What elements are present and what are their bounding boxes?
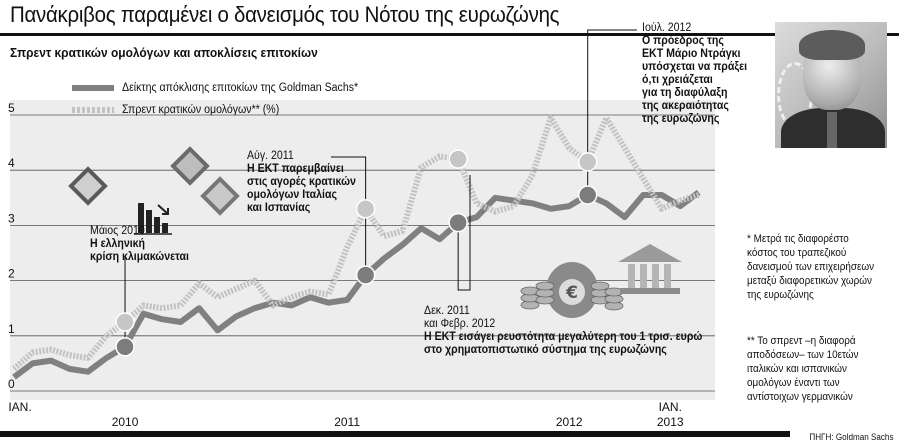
annotation-text: της ακεραιότητας	[642, 100, 729, 112]
legend-swatch-solid	[72, 85, 114, 91]
annotation-date: Ιούλ. 2012	[642, 22, 692, 34]
footnote-line: αποδόσεων– των 10ετών	[747, 349, 859, 361]
footnote-line: ιταλικών και ισπανικών	[747, 363, 847, 375]
y-tick-label: 1	[8, 322, 15, 336]
legend-label-spread: Σπρεντ κρατικών ομολόγων** (%)	[122, 104, 280, 116]
annotation-text: ΕΚΤ Μάριο Ντράγκι	[642, 48, 741, 60]
bank-base-icon	[620, 288, 680, 294]
leader-dec-2011	[457, 175, 471, 291]
event-marker	[448, 212, 468, 233]
footnote-line: δανεισμού των επιχειρήσεων	[747, 261, 875, 273]
x-tick-label: ΙΑΝ.	[8, 400, 31, 414]
event-marker	[577, 152, 598, 172]
annotation-jul-2012: Ιούλ. 2012 Ο πρόεδρος της ΕΚΤ Μάριο Ντρά…	[642, 22, 747, 126]
y-tick-label: 4	[8, 156, 15, 170]
source-credit: ΠΗΓΗ: Goldman Sachs	[808, 432, 893, 442]
annotation-text: Η ΕΚΤ παρεμβαίνει	[247, 163, 344, 175]
bank-roof-icon	[618, 244, 682, 262]
euro-coin-icon	[559, 279, 585, 305]
photo-hair	[799, 30, 865, 60]
footnote-line: ** Το σπρεντ –η διαφορά	[747, 335, 856, 347]
coin-stack-icon	[535, 281, 555, 291]
chart-title: Πανάκριβος παραμένει ο δανεισμός του Νότ…	[10, 2, 560, 27]
x-tick-label: 2010	[112, 415, 139, 429]
event-marker	[448, 149, 468, 169]
leader-aug-2011	[331, 156, 367, 276]
bank-column-icon	[664, 264, 671, 288]
annotation-text: Η ελληνική	[90, 238, 146, 250]
x-tick-label: 2011	[334, 415, 360, 429]
footnote-1: * Μετρά τις διαφορέστο κόστος του τραπεζ…	[747, 232, 874, 302]
event-marker	[115, 337, 135, 357]
bottom-rule	[0, 431, 790, 437]
chart-subtitle: Σπρεντ κρατικών ομολόγων και αποκλίσεις …	[10, 45, 318, 60]
title-rule	[0, 33, 899, 36]
annotation-text: Η ΕΚΤ εισάγει ρευστότητα μεγαλύτερη του …	[424, 331, 703, 343]
event-marker	[355, 265, 376, 285]
annotation-text: κρίση κλιμακώνεται	[90, 251, 189, 263]
bar-chart-icon	[146, 210, 152, 233]
annotation-may-2010: Μάιος 2010 Η ελληνική κρίση κλιμακώνεται	[90, 225, 189, 264]
footnote-line: * Μετρά τις διαφορέστο	[747, 233, 849, 245]
y-tick-label: 0	[8, 377, 15, 391]
annotation-date: Δεκ. 2011	[424, 305, 470, 317]
y-tick-label: 2	[8, 267, 15, 281]
annotation-text: υπόσχεται να πράξει	[642, 61, 748, 73]
x-tick-label: ΙΑΝ.	[659, 400, 682, 414]
annotation-text: στις αγορές κρατικών	[247, 176, 356, 188]
event-marker	[355, 199, 376, 219]
leader-jul-2012	[587, 29, 637, 196]
footnote-line: κόστος του τραπεζικού	[747, 247, 847, 259]
y-tick-label: 5	[8, 101, 15, 115]
footnote-2: ** Το σπρεντ –η διαφορά αποδόσεων– των 1…	[747, 334, 858, 404]
bank-column-icon	[652, 264, 659, 288]
bar-chart-icon	[138, 203, 144, 233]
euro-sign-icon: €	[565, 283, 578, 303]
footnote-line: μεταξύ διαφορετικών χωρών	[747, 275, 872, 287]
bank-column-icon	[628, 264, 635, 288]
annotation-dec-2011: Δεκ. 2011 και Φεβρ. 2012 Η ΕΚΤ εισάγει ρ…	[424, 305, 702, 357]
legend-item-spread: Σπρεντ κρατικών ομολόγων** (%)	[72, 104, 293, 116]
bar-chart-icon	[162, 223, 168, 233]
x-tick-label: 2012	[556, 415, 583, 429]
bank-column-icon	[640, 264, 647, 288]
footnote-line: αντίστοιχων γερμανικών	[747, 391, 853, 403]
coin-stack-icon	[590, 281, 610, 291]
annotation-date: και Φεβρ. 2012	[424, 318, 496, 330]
legend: Δείκτης απόκλισης επιτοκίων της Goldman …	[72, 80, 372, 126]
annotation-aug-2011: Αύγ. 2011 Η ΕΚΤ παρεμβαίνει στις αγορές …	[247, 150, 356, 215]
annotation-text: ομολόγων Ιταλίας	[247, 189, 337, 201]
annotation-text: και Ισπανίας	[247, 202, 311, 214]
draghi-photo	[775, 22, 887, 148]
photo-tie	[827, 112, 837, 148]
legend-label-index: Δείκτης απόκλισης επιτοκίων της Goldman …	[122, 82, 359, 94]
annotation-text: της ευρωζώνης	[642, 113, 720, 125]
annotation-text: Ο πρόεδρος της	[642, 35, 724, 47]
annotation-text: ό,τι χρειάζεται	[642, 74, 713, 86]
x-tick-label-year: 2013	[657, 415, 684, 429]
bar-chart-icon	[154, 217, 160, 233]
legend-item-index: Δείκτης απόκλισης επιτοκίων της Goldman …	[72, 82, 379, 94]
y-tick-label: 3	[8, 211, 15, 225]
annotation-date: Μάιος 2010	[90, 225, 145, 237]
down-arrow-icon	[157, 204, 169, 215]
annotation-text: στο χρηματοπιστωτικό σύστημα της ευρωζών…	[424, 344, 667, 356]
annotation-date: Αύγ. 2011	[247, 150, 294, 162]
event-marker	[577, 185, 598, 205]
footnote-line: ομολόγων έναντι των	[747, 377, 840, 389]
legend-swatch-dashed	[72, 107, 114, 113]
footnote-line: της ευρωζώνης	[747, 289, 814, 301]
event-marker	[115, 312, 135, 332]
annotation-text: για τη διαφύλαξη	[642, 87, 728, 99]
